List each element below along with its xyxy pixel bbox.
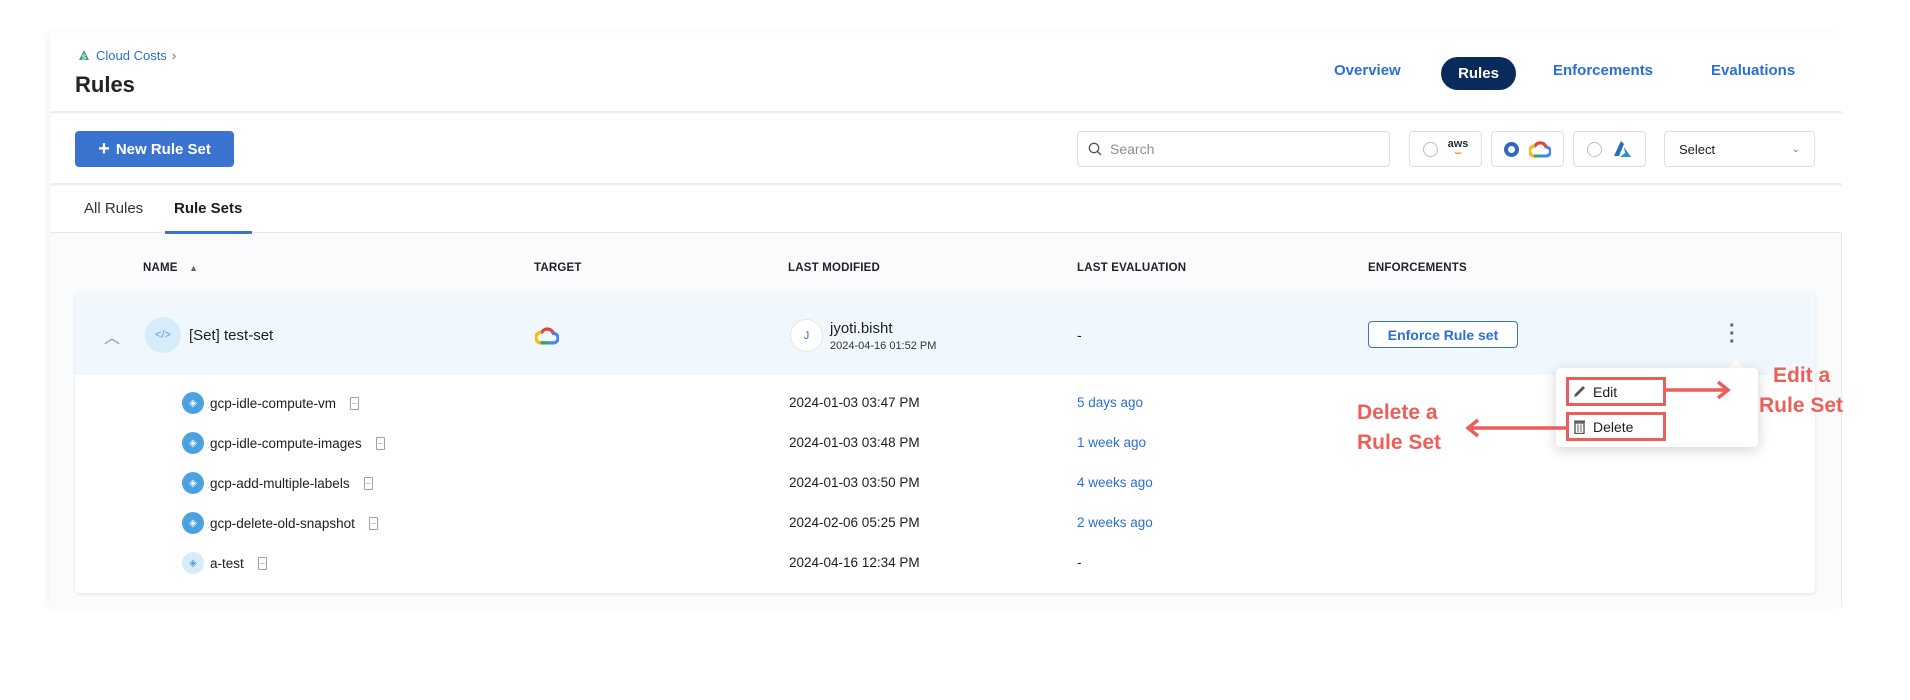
nav-enforcements[interactable]: Enforcements <box>1553 62 1654 79</box>
rule-last-evaluation[interactable]: 5 days ago <box>1077 395 1144 410</box>
document-icon[interactable] <box>257 556 267 570</box>
breadcrumb-cloud-costs[interactable]: Cloud Costs <box>96 48 167 63</box>
rule-last-evaluation: - <box>1077 555 1082 570</box>
rule-row[interactable]: ◈ gcp-idle-compute-images <box>182 432 385 454</box>
document-icon[interactable] <box>363 476 373 490</box>
modified-by-user: jyoti.bisht <box>830 320 893 337</box>
avatar: J <box>790 319 823 352</box>
column-name[interactable]: NAME ▲ <box>143 262 199 274</box>
rule-row[interactable]: ◈ gcp-add-multiple-labels <box>182 472 373 494</box>
rule-last-modified: 2024-01-03 03:47 PM <box>789 395 920 410</box>
azure-radio[interactable] <box>1587 141 1602 157</box>
cloud-costs-icon: $ <box>79 50 89 62</box>
chevron-right-icon: › <box>171 48 177 63</box>
azure-icon <box>1614 141 1631 157</box>
rule-last-modified: 2024-01-03 03:50 PM <box>789 475 920 490</box>
rule-row[interactable]: ◈ gcp-idle-compute-vm <box>182 392 360 414</box>
rule-last-evaluation[interactable]: 1 week ago <box>1077 435 1147 450</box>
rule-name[interactable]: gcp-idle-compute-images <box>210 435 362 451</box>
pencil-icon <box>1574 386 1585 397</box>
search-icon <box>1088 142 1102 156</box>
google-cloud-icon <box>1529 141 1551 158</box>
tab-all-rules[interactable]: All Rules <box>84 200 144 217</box>
column-last-modified: LAST MODIFIED <box>788 262 881 274</box>
page-header <box>50 33 1842 113</box>
sort-ascending-icon[interactable]: ▲ <box>189 263 199 273</box>
rule-name[interactable]: gcp-idle-compute-vm <box>210 395 337 411</box>
tab-rule-sets[interactable]: Rule Sets <box>174 200 243 217</box>
google-cloud-target-icon <box>535 327 559 345</box>
column-enforcements: ENFORCEMENTS <box>1368 262 1467 274</box>
document-icon[interactable] <box>375 436 385 450</box>
rule-last-modified: 2024-02-06 05:25 PM <box>789 515 920 530</box>
menu-item-delete[interactable]: Delete <box>1566 412 1666 441</box>
nav-overview[interactable]: Overview <box>1334 62 1401 79</box>
rule-row[interactable]: ◈ gcp-delete-old-snapshot <box>182 512 378 534</box>
rule-name[interactable]: a-test <box>210 555 244 571</box>
rule-last-evaluation[interactable]: 2 weeks ago <box>1077 515 1153 530</box>
rule-last-modified: 2024-01-03 03:48 PM <box>789 435 920 450</box>
column-last-evaluation: LAST EVALUATION <box>1077 262 1187 274</box>
annotation-delete-line1: Delete a <box>1357 401 1438 424</box>
plus-icon: + <box>98 138 110 160</box>
nav-rules[interactable]: Rules <box>1441 57 1516 90</box>
tab-bar <box>50 187 1842 233</box>
document-icon[interactable] <box>350 396 360 410</box>
new-rule-set-button[interactable]: + New Rule Set <box>75 131 234 167</box>
menu-pointer <box>1727 358 1745 369</box>
svg-text:$: $ <box>82 55 86 62</box>
modified-timestamp: 2024-04-16 01:52 PM <box>830 340 937 352</box>
rule-set-icon: </> <box>145 317 181 353</box>
more-options-icon[interactable]: · · · <box>1729 315 1736 353</box>
annotation-edit-line1: Edit a <box>1773 364 1831 387</box>
gcp-radio[interactable] <box>1504 141 1519 157</box>
rule-row[interactable]: ◈ a-test <box>182 552 267 574</box>
annotation-edit-line2: Rule Set <box>1759 394 1844 417</box>
rule-last-evaluation[interactable]: 4 weeks ago <box>1077 475 1153 490</box>
provider-aws-filter[interactable]: aws ⌣ <box>1409 131 1482 167</box>
search-input[interactable] <box>1110 141 1370 157</box>
document-icon[interactable] <box>368 516 378 530</box>
menu-item-edit[interactable]: Edit <box>1566 377 1666 406</box>
rule-set-row[interactable] <box>75 293 1815 375</box>
search-box[interactable] <box>1077 131 1390 167</box>
column-target: TARGET <box>534 262 582 274</box>
annotation-delete-line2: Rule Set <box>1357 431 1442 454</box>
last-evaluation: - <box>1077 327 1082 343</box>
aws-icon: aws ⌣ <box>1447 138 1469 159</box>
rule-icon: ◈ <box>182 552 204 574</box>
select-dropdown[interactable]: Select ⌄ <box>1664 131 1815 167</box>
rule-name[interactable]: gcp-delete-old-snapshot <box>210 515 355 531</box>
breadcrumb[interactable]: $ Cloud Costs › <box>77 48 176 63</box>
rule-name[interactable]: gcp-add-multiple-labels <box>210 475 350 491</box>
enforce-rule-set-button[interactable]: Enforce Rule set <box>1368 321 1518 348</box>
rule-icon: ◈ <box>182 472 204 494</box>
nav-evaluations[interactable]: Evaluations <box>1711 62 1796 79</box>
rule-icon: ◈ <box>182 432 204 454</box>
provider-gcp-filter[interactable] <box>1491 131 1564 167</box>
rule-icon: ◈ <box>182 512 204 534</box>
chevron-up-icon[interactable]: ︿ <box>104 330 121 347</box>
active-tab-indicator <box>165 231 252 234</box>
page-title: Rules <box>75 72 135 97</box>
provider-azure-filter[interactable] <box>1573 131 1646 167</box>
trash-icon <box>1574 420 1585 434</box>
rule-last-modified: 2024-04-16 12:34 PM <box>789 555 920 570</box>
rule-set-name[interactable]: [Set] test-set <box>189 327 274 344</box>
rule-icon: ◈ <box>182 392 204 414</box>
aws-radio[interactable] <box>1422 141 1438 157</box>
chevron-down-icon: ⌄ <box>1791 143 1800 155</box>
